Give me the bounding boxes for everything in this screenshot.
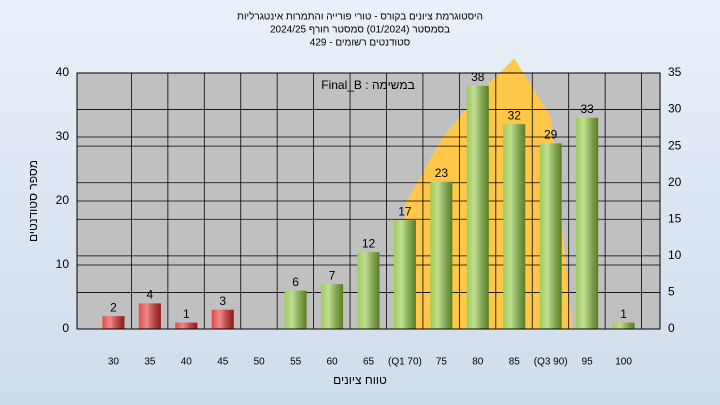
chart-subtitle: בסמסטר (01/2024) סמסטר חורף 2024/25 — [270, 25, 450, 36]
chart-title: היסטוגרמת ציונים בקורס - טורי פורייה והת… — [237, 11, 483, 23]
data-label: 12 — [362, 236, 376, 250]
y2-tick-label: 15 — [668, 211, 682, 225]
data-label: 2 — [110, 300, 117, 314]
x-tick-label: 50 — [254, 357, 266, 368]
x-tick-label: 60 — [327, 357, 339, 368]
data-label: 3 — [219, 294, 226, 308]
data-label: 6 — [292, 275, 299, 289]
bar-shade — [211, 309, 234, 329]
bar-shade — [430, 181, 453, 329]
x-tick-label: 95 — [582, 357, 594, 368]
x-tick-label: 85 — [509, 357, 521, 368]
y2-tick-label: 20 — [668, 175, 682, 189]
x-tick-label: 65 — [363, 357, 375, 368]
data-label: 17 — [398, 204, 412, 218]
bar-shade — [175, 322, 198, 329]
y2-tick-label: 35 — [668, 65, 682, 79]
x-tick-label: 100 — [615, 357, 632, 368]
data-label: 38 — [471, 70, 485, 84]
y-tick-label: 40 — [56, 65, 70, 79]
y2-tick-label: 5 — [668, 285, 675, 299]
bar-shade — [357, 252, 380, 329]
y2-tick-label: 10 — [668, 248, 682, 262]
bar-shade — [102, 316, 125, 329]
bar-shade — [138, 303, 161, 329]
y2-tick-label: 30 — [668, 102, 682, 116]
data-label: 33 — [580, 102, 594, 116]
x-tick-label: 80 — [472, 357, 484, 368]
data-label: 23 — [435, 166, 449, 180]
data-label: 29 — [544, 128, 558, 142]
x-tick-label: 30 — [108, 357, 120, 368]
y2-tick-label: 0 — [668, 321, 675, 335]
plot-border — [76, 72, 661, 330]
data-label: 7 — [329, 268, 336, 282]
y-tick-label: 20 — [56, 193, 70, 207]
data-label: 32 — [508, 108, 522, 122]
x-axis-title: טווח ציונים — [333, 373, 387, 387]
x-tick-label: 35 — [144, 357, 156, 368]
bar-shade — [321, 284, 344, 329]
y2-tick-label: 25 — [668, 138, 682, 152]
x-tick-label: 40 — [181, 357, 193, 368]
x-tick-label: 75 — [436, 357, 448, 368]
y-tick-label: 10 — [56, 257, 70, 271]
y-axis-title: מספר סטודנטים — [26, 160, 40, 242]
chart-subtitle: סטודנטים רשומים - 429 — [310, 38, 411, 49]
bar-shade — [612, 322, 635, 329]
data-label: 4 — [147, 288, 154, 302]
x-tick-label: 45 — [217, 357, 229, 368]
bar-shade — [503, 124, 526, 329]
y-tick-label: 0 — [62, 321, 69, 335]
bar-shade — [284, 290, 307, 329]
x-tick-label: (Q3 90) — [534, 357, 568, 368]
bar-shade — [393, 220, 416, 329]
bar-shade — [576, 117, 599, 329]
annotation: Final_B : במשימה — [321, 78, 415, 92]
data-label: 1 — [183, 307, 190, 321]
bar-shade — [466, 85, 489, 329]
x-tick-label: 55 — [290, 357, 302, 368]
y-tick-label: 30 — [56, 129, 70, 143]
bar-shade — [539, 143, 562, 329]
data-label: 1 — [620, 307, 627, 321]
x-tick-label: (Q1 70) — [388, 357, 422, 368]
